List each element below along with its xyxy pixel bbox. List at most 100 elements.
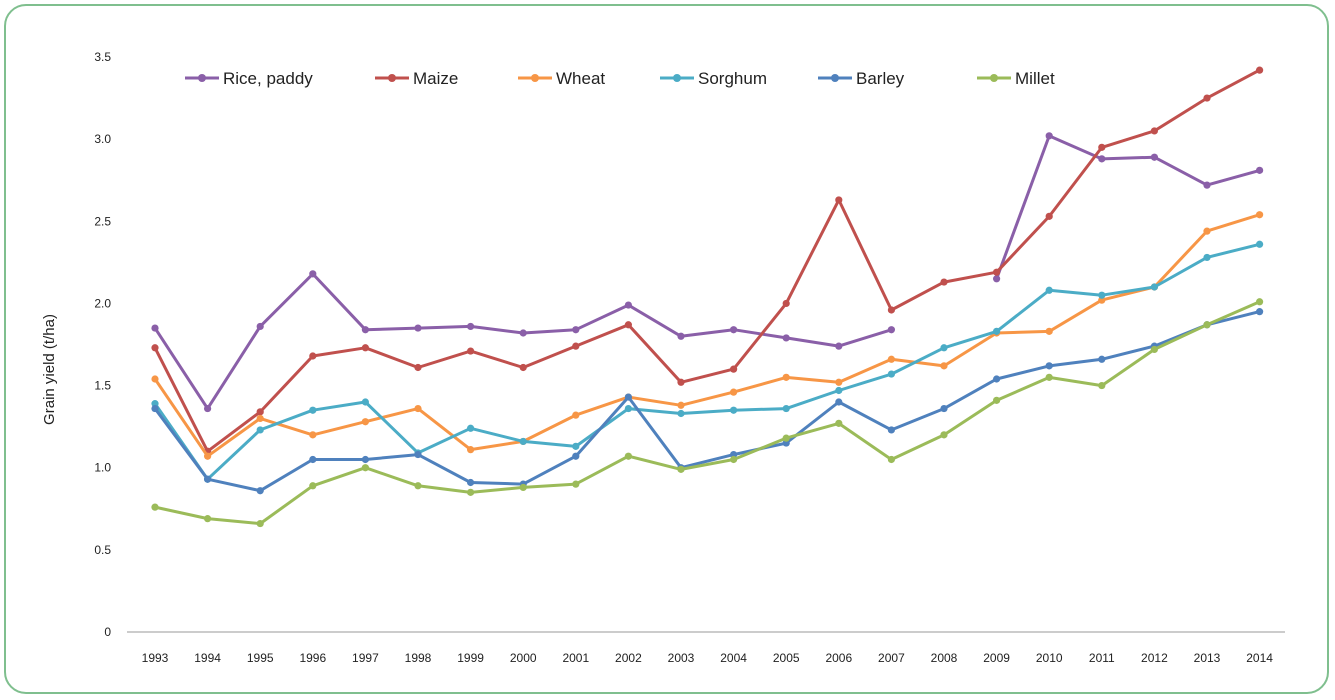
data-point-maize [519, 363, 527, 372]
legend: Rice, paddy Maize Wheat Sorghum Barley Millet [185, 69, 1055, 88]
legend-swatch-marker [990, 74, 998, 82]
data-point-rice-paddy [151, 324, 159, 332]
data-point-millet [309, 482, 317, 490]
y-tick-label: 1.5 [94, 379, 111, 393]
data-point-rice-paddy [414, 324, 422, 332]
x-tick-label: 1994 [194, 651, 221, 665]
data-point-millet [940, 431, 948, 439]
data-point-wheat [572, 411, 580, 419]
series-line-rice-paddy [153, 272, 892, 411]
data-point-barley [414, 450, 422, 459]
y-tick-label: 2.5 [94, 214, 111, 228]
legend-item-maize: Maize [375, 69, 458, 88]
data-point-maize [782, 299, 790, 308]
x-tick-label: 2008 [931, 651, 958, 665]
series-line-maize [153, 68, 1261, 453]
data-point-millet [519, 483, 527, 492]
data-point-maize [835, 196, 843, 204]
legend-label: Wheat [556, 69, 605, 88]
series-sorghum [151, 240, 1264, 483]
data-point-rice-paddy [782, 334, 790, 342]
legend-item-barley: Barley [818, 69, 905, 88]
data-point-millet [624, 452, 633, 460]
series-barley [151, 308, 1264, 495]
series-line-rice-paddy [995, 134, 1261, 280]
series-line-barley [153, 310, 1260, 493]
data-point-maize [572, 342, 580, 350]
x-tick-label: 2005 [773, 651, 800, 665]
x-tick-label: 1996 [299, 651, 326, 665]
data-point-barley [835, 398, 843, 406]
x-axis-ticks: 1993 1994 1995 1996 1997 1998 1999 2000 2001 2002… [142, 651, 1274, 665]
x-tick-label: 2001 [562, 651, 589, 665]
data-point-rice-paddy [1045, 132, 1053, 140]
data-point-barley [887, 426, 896, 434]
legend-swatch-marker [531, 74, 539, 82]
data-point-rice-paddy [1256, 166, 1264, 174]
data-point-maize [1045, 212, 1053, 220]
data-point-millet [414, 482, 422, 490]
y-tick-label: 3.5 [94, 50, 111, 64]
legend-label: Sorghum [698, 69, 767, 88]
data-point-wheat [204, 452, 212, 460]
y-tick-label: 2.0 [94, 296, 111, 310]
data-point-millet [1150, 345, 1158, 354]
data-point-maize [887, 306, 896, 314]
data-point-millet [256, 519, 264, 528]
data-point-sorghum [1045, 286, 1053, 294]
data-point-rice-paddy [204, 404, 212, 413]
data-point-barley [993, 375, 1001, 383]
legend-swatch-marker [673, 74, 681, 82]
legend-item-sorghum: Sorghum [660, 69, 767, 88]
data-point-sorghum [835, 386, 843, 395]
data-point-wheat [940, 362, 948, 370]
data-point-millet [1203, 321, 1211, 329]
data-point-maize [1150, 127, 1158, 135]
data-point-wheat [730, 388, 738, 396]
data-point-wheat [782, 373, 790, 381]
data-point-rice-paddy [677, 332, 685, 340]
data-point-maize [1098, 143, 1106, 151]
data-point-barley [1098, 355, 1106, 363]
data-point-barley [361, 455, 369, 464]
legend-swatch-marker [198, 74, 206, 82]
data-point-maize [467, 347, 475, 355]
data-point-sorghum [572, 442, 580, 450]
data-point-sorghum [1203, 253, 1211, 262]
data-point-barley [1045, 362, 1053, 370]
series-wheat [151, 211, 1264, 460]
data-point-barley [256, 487, 264, 495]
data-point-sorghum [151, 400, 159, 408]
x-tick-label: 2000 [510, 651, 537, 665]
y-tick-label: 0.5 [94, 543, 111, 557]
data-point-maize [677, 378, 685, 386]
data-point-millet [993, 396, 1001, 404]
data-point-rice-paddy [256, 322, 264, 331]
data-point-wheat [1203, 227, 1211, 235]
data-point-millet [1045, 373, 1053, 381]
data-point-maize [309, 352, 317, 360]
x-tick-label: 1993 [142, 651, 169, 665]
legend-label: Barley [856, 69, 905, 88]
data-point-millet [1098, 381, 1106, 390]
data-point-sorghum [730, 406, 738, 414]
data-point-sorghum [624, 404, 633, 413]
data-point-sorghum [1150, 283, 1158, 291]
data-point-sorghum [782, 404, 790, 413]
series-line-wheat [153, 213, 1261, 458]
series-line-millet [154, 300, 1261, 526]
legend-item-wheat: Wheat [518, 69, 605, 88]
x-tick-label: 1999 [457, 651, 484, 665]
data-point-wheat [467, 446, 475, 454]
data-point-sorghum [677, 409, 685, 418]
data-point-rice-paddy [467, 322, 475, 331]
data-point-maize [1256, 66, 1264, 74]
data-point-sorghum [519, 437, 527, 446]
data-point-maize [624, 321, 633, 329]
series-rice-paddy [151, 132, 1264, 413]
data-point-sorghum [887, 370, 896, 378]
x-tick-label: 2003 [668, 651, 695, 665]
data-point-wheat [309, 431, 317, 439]
data-point-wheat [151, 375, 159, 383]
